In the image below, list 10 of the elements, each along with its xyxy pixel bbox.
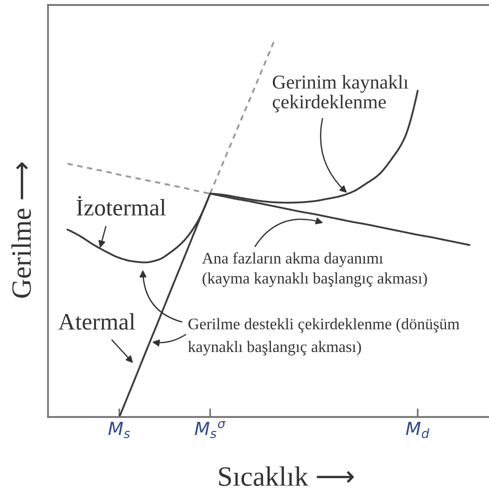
annotation: Gerilme destekli çekirdeklenme (dönüşüm kaynaklı başlangıç akması) bbox=[188, 318, 460, 356]
x-tick-label: M$_{s}$$^{σ}$ bbox=[194, 421, 226, 438]
x-tick-label: M$_{s}$ bbox=[108, 422, 130, 438]
annotation: Ana fazların akma dayanımı (kayma kaynaklı başlangıç akması) bbox=[202, 252, 427, 287]
annotation: Atermal bbox=[58, 313, 136, 330]
y-axis-title: Gerilme ⟶ bbox=[11, 162, 31, 298]
annotation: Gerinim kaynaklı çekirdeklenme bbox=[272, 75, 408, 112]
annotation: İzotermal bbox=[76, 196, 166, 216]
x-tick-label: M$_{d}$ bbox=[406, 422, 430, 438]
x-axis-title: Sıcaklık ⟶ bbox=[219, 466, 354, 486]
